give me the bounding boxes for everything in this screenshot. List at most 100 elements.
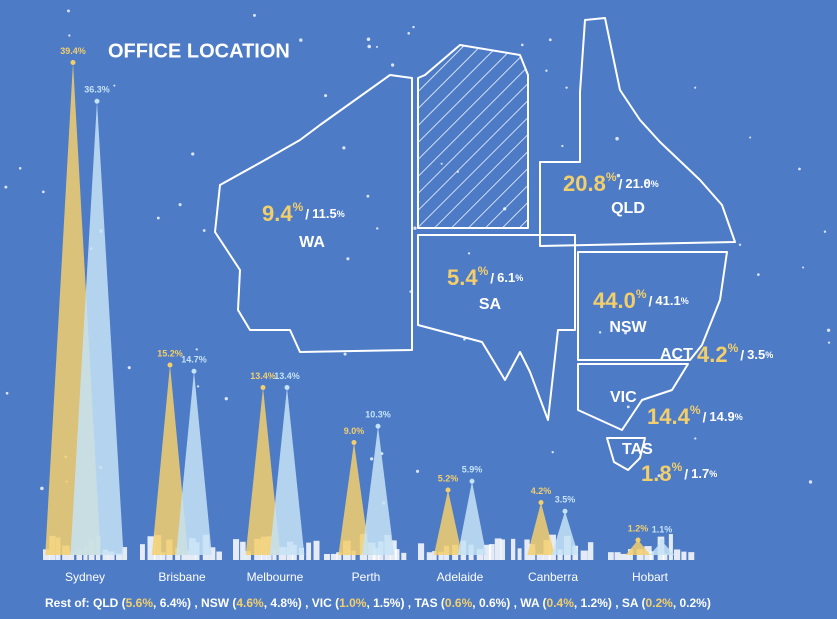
value-label: 5.2% (438, 473, 459, 483)
region-value: 5.4%/6.1% (447, 264, 523, 290)
star (413, 226, 417, 230)
value-label: 1.1% (652, 525, 673, 535)
x-tick-label: Sydney (65, 570, 105, 584)
star (615, 136, 619, 141)
footer-highlight: 0.4% (547, 596, 575, 610)
star (412, 25, 415, 29)
spike (245, 387, 281, 555)
building (494, 538, 502, 560)
unit: % (681, 296, 689, 306)
building (614, 552, 621, 560)
region-share: 4.2 (697, 342, 728, 367)
spike-dot (375, 423, 381, 429)
value-label: 1.2% (628, 523, 649, 533)
building (668, 534, 673, 560)
separator: / (740, 347, 744, 363)
region-name: WA (299, 234, 325, 251)
unit: % (690, 403, 701, 417)
star (18, 167, 22, 170)
value-label: 3.5% (555, 495, 576, 505)
building (432, 551, 437, 560)
building (608, 552, 614, 560)
star (545, 69, 548, 72)
star (802, 266, 805, 269)
footer-highlight: 4.6% (236, 596, 264, 610)
building (688, 552, 695, 560)
footer-text: , 4.8%) , VIC ( (264, 596, 339, 610)
chart-title: OFFICE LOCATION (108, 40, 290, 62)
spike (625, 540, 651, 555)
building (107, 551, 115, 560)
spike (457, 481, 487, 555)
building (240, 541, 246, 560)
star (826, 328, 831, 332)
star (366, 194, 370, 198)
star (113, 84, 116, 87)
region-value: 9.4%/11.5% (262, 200, 345, 226)
star (694, 437, 697, 440)
building (488, 544, 495, 560)
value-label: 5.9% (462, 465, 483, 475)
x-tick-label: Canberra (528, 570, 578, 584)
building (511, 538, 516, 560)
region-value: 4.2%/3.5% (697, 341, 773, 367)
spike (649, 541, 675, 555)
building (517, 548, 522, 560)
spike (151, 365, 189, 555)
star (757, 273, 760, 276)
footer-text: , 1.2%) , SA ( (574, 596, 646, 610)
region-name: SA (479, 296, 502, 313)
unit: % (293, 200, 304, 214)
footer-highlight: 5.6% (126, 596, 154, 610)
building (160, 552, 166, 560)
map-vic (577, 363, 689, 431)
building (245, 551, 251, 560)
star (565, 86, 568, 89)
spike (361, 426, 395, 555)
unit: % (337, 209, 345, 219)
value-label: 13.4% (250, 371, 276, 381)
building (351, 550, 356, 560)
spike-dot (469, 478, 475, 484)
spike (176, 371, 212, 555)
spike-dot (635, 537, 641, 543)
region-value: 14.4%/14.9% (647, 403, 743, 429)
building (116, 553, 123, 560)
building (394, 549, 400, 560)
region-value: 44.0%/41.1% (593, 287, 689, 313)
spike-dot (167, 362, 173, 368)
star (202, 229, 206, 232)
building (69, 552, 75, 560)
star (375, 45, 378, 48)
value-label: 4.2% (531, 486, 552, 496)
region-share: 14.4 (647, 404, 691, 429)
unit: % (478, 264, 489, 278)
star (694, 86, 697, 89)
star (827, 341, 831, 344)
star (366, 37, 371, 42)
separator: / (649, 293, 653, 309)
star (197, 385, 200, 388)
value-label: 9.0% (344, 426, 365, 436)
spike (527, 502, 555, 555)
region-compare: 11.5 (312, 206, 337, 221)
spike-dot (260, 385, 266, 390)
spike-dot (191, 368, 197, 374)
unit: % (515, 273, 523, 283)
star (548, 38, 552, 42)
region-name: VIC (610, 389, 637, 406)
unit: % (765, 350, 773, 360)
spike-dot (538, 500, 544, 505)
unit: % (636, 287, 647, 301)
star (67, 9, 70, 13)
region-share: 9.4 (262, 201, 293, 226)
building (313, 540, 320, 560)
building (216, 551, 222, 560)
star (738, 243, 742, 246)
footer-highlight: 0.6% (445, 596, 473, 610)
unit: % (735, 412, 743, 422)
region-name: ACT (660, 346, 693, 363)
star (68, 34, 71, 37)
spike-dot (351, 440, 357, 445)
